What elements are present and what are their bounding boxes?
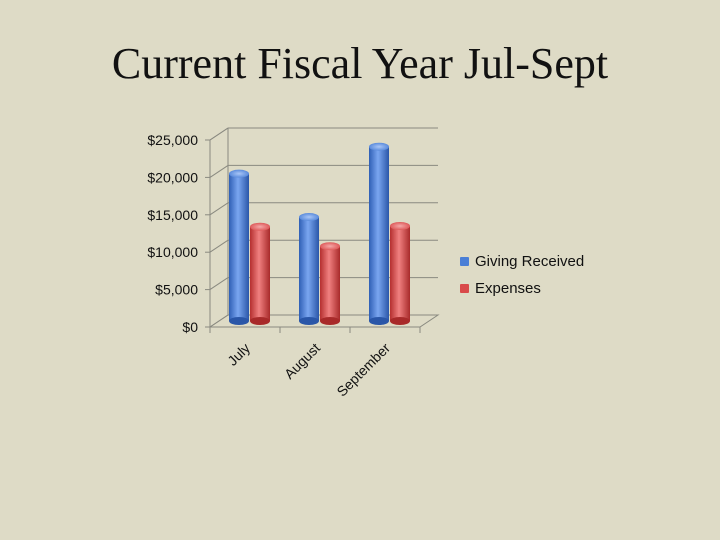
y-tick-label: $0	[182, 319, 198, 335]
bar-body	[250, 226, 270, 321]
legend-item-giving: Giving Received	[460, 248, 584, 275]
gridline-depth	[209, 164, 229, 178]
slide-title: Current Fiscal Year Jul-Sept	[111, 39, 609, 88]
legend: Giving Received Expenses	[460, 248, 584, 302]
bar-body	[299, 217, 319, 321]
gridline-depth	[209, 239, 229, 253]
bar-body	[229, 173, 249, 321]
bar-cap	[250, 222, 270, 231]
legend-label: Giving Received	[475, 253, 585, 270]
y-tick-label: $10,000	[147, 244, 198, 260]
legend-swatch-blue	[460, 257, 469, 266]
y-tick-label: $5,000	[155, 282, 198, 298]
legend-swatch-red	[460, 284, 469, 293]
bar-body	[320, 246, 340, 321]
bar-base	[369, 317, 389, 325]
y-tick-label: $15,000	[147, 207, 198, 223]
x-tick-label: July	[224, 340, 253, 369]
gridline-depth	[209, 277, 229, 291]
bar-cap	[299, 213, 319, 222]
legend-item-expenses: Expenses	[460, 275, 584, 302]
bar-cap	[369, 142, 389, 151]
x-tick-label: August	[281, 340, 323, 382]
gridline-depth	[209, 127, 229, 141]
y-tick-label: $20,000	[147, 169, 198, 185]
bar-cap	[390, 222, 410, 231]
bars	[229, 142, 410, 325]
bar-base	[250, 317, 270, 325]
x-tick-label: September	[333, 340, 393, 400]
y-tick-label: $25,000	[147, 132, 198, 148]
gridline-depth	[209, 202, 229, 216]
axis-labels: $0 $5,000 $10,000 $15,000 $20,000 $25,000 July…	[147, 132, 393, 400]
bar-cap	[320, 242, 340, 251]
bar-body	[390, 226, 410, 321]
legend-label: Expenses	[475, 280, 541, 297]
bar-base	[390, 317, 410, 325]
bar-base	[320, 317, 340, 325]
bar-base	[299, 317, 319, 325]
bar-cap	[229, 169, 249, 178]
bar-base	[229, 317, 249, 325]
bar-body	[369, 146, 389, 321]
